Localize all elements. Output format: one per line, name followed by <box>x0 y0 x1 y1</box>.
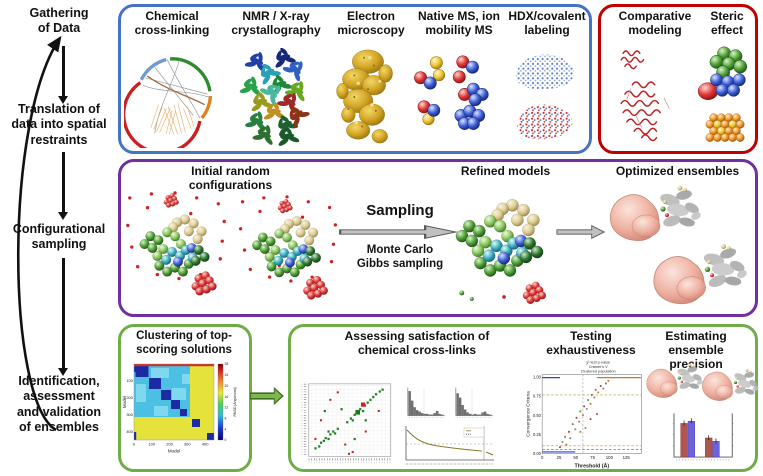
feedback-loop-arrow-icon <box>17 35 62 432</box>
crosslink-distance-histogram-2 <box>455 387 493 418</box>
crosslink-satisfaction-title: Assessing satisfaction of chemical cross… <box>344 329 490 358</box>
colorbar-tick: 0 <box>225 438 227 442</box>
colorbar-tick: 4 <box>225 427 227 431</box>
method-title-nmr-xray: NMR / X-ray crystallography <box>231 9 321 38</box>
precision-ensemble-1-image <box>646 363 704 398</box>
colorbar-tick: 24 <box>225 373 229 377</box>
exhaustiveness-x-tick: 0 <box>541 455 544 460</box>
crosslink-contact-map <box>301 383 392 464</box>
method-title-hdx: HDX/covalent labeling <box>508 9 586 38</box>
clustering-to-analysis-arrow-icon <box>250 386 284 406</box>
method-title-comparative: Comparative modeling <box>618 9 692 38</box>
exhaustiveness-y-tick: 0.00 <box>533 451 542 456</box>
exhaustiveness-x-tick: 75 <box>590 455 595 460</box>
exhaustiveness-legend-item: Clustered population <box>581 370 616 374</box>
colorbar-label: RMSD [Angstroms] <box>233 387 237 416</box>
optimized-ensemble-2-image <box>651 242 751 307</box>
workflow-step-sampling: Configurational sampling <box>12 222 106 252</box>
exhaustiveness-y-tick: 1.00 <box>533 375 542 380</box>
nmr-xray-structure-image <box>238 48 313 148</box>
precision-title: Estimating ensemble precision <box>665 329 727 372</box>
heatmap-y-tick: 200 <box>126 395 133 400</box>
refined-models-title: Refined models <box>460 164 551 178</box>
colorbar-tick: 16 <box>225 395 229 399</box>
hdx-labeling-image <box>516 54 575 140</box>
sampling-methods-label: Monte Carlo Gibbs sampling <box>356 244 444 270</box>
initial-configs-title: Initial random configurations <box>188 164 273 193</box>
heatmap-y-label: Model <box>122 396 127 408</box>
heatmap-x-tick: 300 <box>184 442 191 447</box>
exhaustiveness-legend-item: χ² test p-value <box>586 361 610 365</box>
em-density-map-image <box>336 49 393 144</box>
down-arrow-icon <box>62 46 65 96</box>
colorbar-tick: 28 <box>225 362 229 366</box>
exhaustiveness-y-tick: 0.75 <box>533 394 542 399</box>
initial-configuration-model-1-image <box>126 191 226 296</box>
method-title-nativems: Native MS, ion mobility MS <box>417 9 500 38</box>
heatmap-y-tick: 100 <box>126 378 133 383</box>
configurational-sampling-box <box>118 159 758 317</box>
exhaustiveness-y-tick: 0.50 <box>533 413 542 418</box>
down-arrow-icon <box>62 152 65 212</box>
clustering-heatmap: 0 100 200 300 400 Model 100 200 300 400 … <box>122 362 237 454</box>
exhaustiveness-plot: χ² test p-value Cramer's V Clustered pop… <box>525 361 642 469</box>
method-title-crosslinking: Chemical cross-linking <box>134 9 210 38</box>
exhaustiveness-x-label: Threshold (Å) <box>574 462 609 469</box>
workflow-step-validation: Identification, assessment and validatio… <box>16 374 102 434</box>
steric-spheres-image <box>697 46 748 142</box>
down-arrow-icon <box>62 258 65 368</box>
crosslink-distance-histogram-1 <box>407 387 445 418</box>
crosslink-distance-decay-plot <box>405 426 494 465</box>
heatmap-y-tick: 400 <box>126 429 133 434</box>
comparative-models-image <box>620 50 670 142</box>
optimized-ensemble-1-image <box>609 185 703 242</box>
exhaustiveness-y-label: Convergence Criteria <box>525 391 531 437</box>
exhaustiveness-legend-item: Cramer's V <box>589 365 608 369</box>
exhaustiveness-x-tick: 100 <box>606 455 614 460</box>
exhaustiveness-x-tick: 25 <box>557 455 562 460</box>
heatmap-x-tick: 400 <box>202 442 209 447</box>
method-title-em: Electron microscopy <box>337 9 405 38</box>
heatmap-x-tick: 100 <box>148 442 155 447</box>
initial-configuration-model-2-image <box>238 195 338 300</box>
clustering-title: Clustering of top- scoring solutions <box>136 330 232 356</box>
exhaustiveness-y-tick: 0.25 <box>533 432 542 437</box>
exhaustiveness-title: Testing exhaustiveness <box>546 329 636 358</box>
optimized-ensembles-title: Optimized ensembles <box>615 164 740 178</box>
method-title-steric: Steric effect <box>710 9 744 38</box>
heatmap-x-label: Model <box>168 449 180 454</box>
colorbar-tick: 12 <box>225 406 229 410</box>
crosslink-circos-plot-image <box>124 57 213 148</box>
colorbar-tick: 20 <box>225 384 229 388</box>
heatmap-x-tick: 0 <box>133 442 136 447</box>
heatmap-y-tick: 300 <box>126 412 133 417</box>
precision-bar-chart <box>672 413 734 461</box>
colorbar-tick: 8 <box>225 417 227 421</box>
refine-to-ensemble-arrow-icon <box>556 225 605 239</box>
sampling-arrow-title: Sampling <box>366 202 434 219</box>
exhaustiveness-x-tick: 125 <box>623 455 631 460</box>
native-ms-spheres-image <box>414 55 489 130</box>
refined-model-image <box>455 198 547 304</box>
workflow-step-gathering: Gathering of Data <box>29 6 89 36</box>
heatmap-x-tick: 200 <box>166 442 173 447</box>
precision-ensemble-2-image <box>700 364 762 405</box>
exhaustiveness-x-tick: 50 <box>573 455 578 460</box>
